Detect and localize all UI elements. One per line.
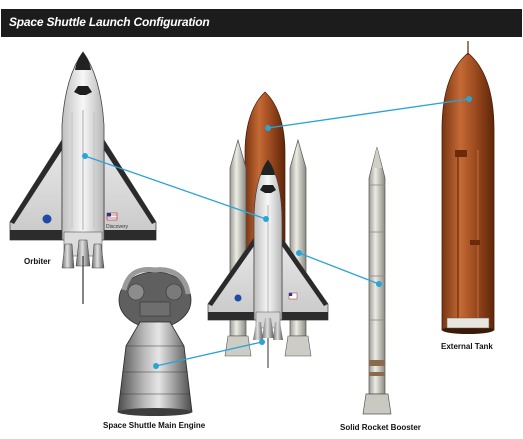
leader-line-external-tank (267, 98, 470, 129)
solid-rocket-booster-illustration (362, 146, 392, 415)
leader-lines (84, 98, 470, 367)
launch-stack-illustration (207, 91, 329, 368)
callout-dot (265, 125, 271, 131)
callout-dot (263, 216, 269, 222)
label-main-engine: Space Shuttle Main Engine (103, 421, 206, 430)
leader-line-main-engine (155, 341, 263, 367)
leader-line-booster (298, 252, 380, 285)
callout-dot (466, 96, 472, 102)
external-tank-illustration (441, 41, 495, 334)
orbiter-illustration (9, 51, 157, 304)
orbiter-name-decal: Discovery (106, 224, 128, 230)
callout-dot (82, 153, 88, 159)
label-external-tank: External Tank (441, 342, 493, 351)
title-bar: Space Shuttle Launch Configuration (1, 9, 522, 37)
main-engine-illustration (117, 267, 193, 416)
callout-dot (296, 250, 302, 256)
label-orbiter: Orbiter (24, 257, 51, 266)
page-title: Space Shuttle Launch Configuration (9, 15, 210, 29)
callout-dot (259, 339, 265, 345)
leader-dots (82, 96, 472, 369)
callout-dot (376, 281, 382, 287)
label-solid-rocket-booster: Solid Rocket Booster (340, 423, 421, 432)
leader-line-orbiter (84, 155, 267, 220)
callout-dot (153, 363, 159, 369)
